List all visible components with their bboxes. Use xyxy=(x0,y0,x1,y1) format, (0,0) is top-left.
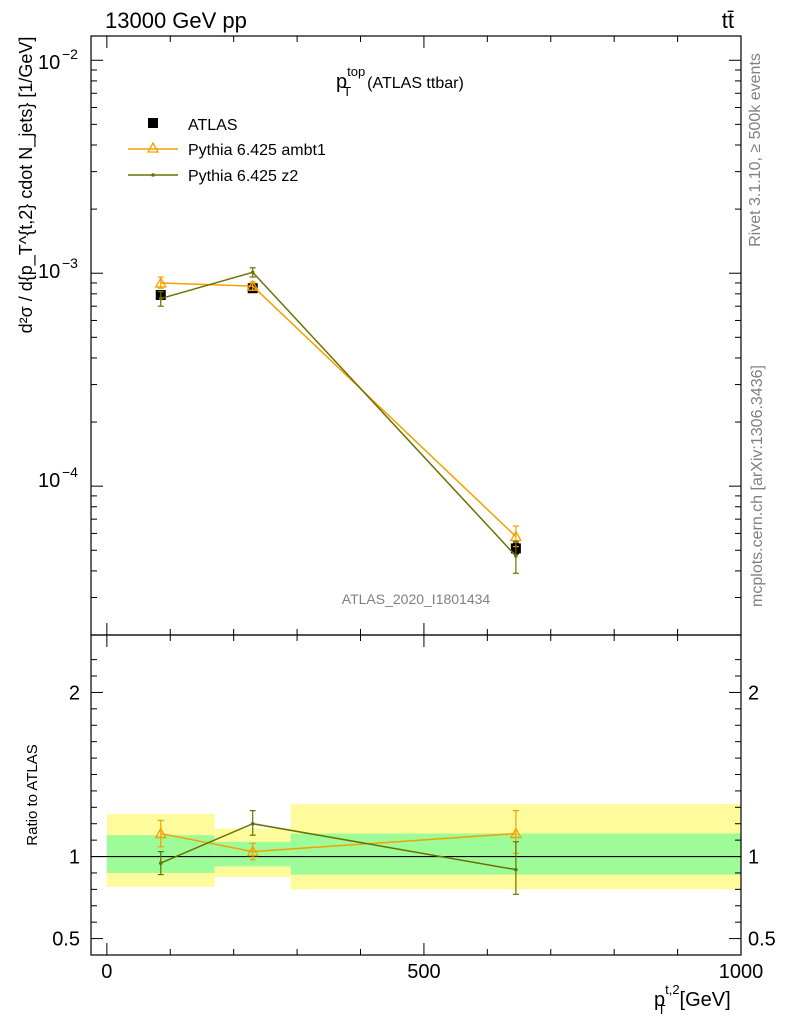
svg-text:10: 10 xyxy=(38,470,60,492)
svg-text:−4: −4 xyxy=(62,464,78,480)
x-axis-label: pt,2 T [GeV] xyxy=(654,982,731,1017)
svg-text:Pythia 6.425 z2: Pythia 6.425 z2 xyxy=(188,168,298,185)
x-tick-label: 0 xyxy=(101,961,112,983)
y-tick-label-right: 1 xyxy=(748,847,759,869)
svg-text:−3: −3 xyxy=(62,255,78,271)
data-point-triangle xyxy=(509,827,522,839)
data-point-triangle xyxy=(509,530,522,542)
ratio-x-ticks: 0 500 1000 xyxy=(101,635,763,983)
legend-item-z2: Pythia 6.425 z2 xyxy=(128,168,298,185)
data-point-triangle xyxy=(246,845,259,857)
x-tick-label: 1000 xyxy=(719,961,764,983)
svg-text:ATLAS: ATLAS xyxy=(188,117,238,134)
data-point-dot xyxy=(514,867,518,872)
ratio-bands xyxy=(91,804,741,890)
data-point-dot xyxy=(250,270,255,275)
ratio-y-ticks: 2 2 1 1 0.5 0.5 xyxy=(52,659,776,951)
data-point-dot xyxy=(158,296,163,301)
y-tick-label: 1 xyxy=(69,847,80,869)
mcplots-label: mcplots.cern.ch [arXiv:1306.3436] xyxy=(749,365,766,607)
main-y-axis-label: d²σ / d{p_T^{t,2} cdot N_jets} [1/GeV] xyxy=(16,37,37,334)
svg-text:10: 10 xyxy=(38,261,60,283)
svg-text:Pythia 6.425 ambt1: Pythia 6.425 ambt1 xyxy=(188,142,326,159)
energy-label: 13000 GeV pp xyxy=(105,8,247,33)
y-tick-label: 2 xyxy=(69,682,80,704)
data-point-dot xyxy=(250,821,255,826)
legend-item-ambt1: Pythia 6.425 ambt1 xyxy=(128,141,326,159)
data-point-triangle xyxy=(154,827,167,839)
ratio-marks xyxy=(154,809,522,895)
data-point-dot xyxy=(158,861,163,865)
x-tick-label: 500 xyxy=(407,961,440,983)
main-panel: 10 −2 10 −3 10 −4 ptop T (ATLAS ttbar) ATL… xyxy=(16,35,742,636)
legend: ATLAS Pythia 6.425 ambt1 Pythia 6.425 z2 xyxy=(128,117,326,185)
data-point-triangle xyxy=(154,276,167,288)
legend-item-atlas: ATLAS xyxy=(148,117,238,134)
data-point-dot xyxy=(514,554,518,558)
y-tick-label-right: 0.5 xyxy=(748,929,776,951)
y-tick-label-1e-2: 10 −2 xyxy=(38,46,78,74)
chart-title: ptop T (ATLAS ttbar) xyxy=(336,64,464,99)
main-y-ticks xyxy=(91,59,741,636)
main-x-ticks xyxy=(106,36,742,635)
analysis-watermark: ATLAS_2020_I1801434 xyxy=(342,591,491,607)
y-tick-label: 0.5 xyxy=(52,929,80,951)
rivet-label: Rivet 3.1.10, ≥ 500k events xyxy=(747,53,764,247)
svg-text:10: 10 xyxy=(38,52,60,74)
ratio-panel: 2 2 1 1 0.5 0.5 0 500 1000 Ratio to ATLAS pt,2 T… xyxy=(24,634,776,1017)
ratio-y-axis-label: Ratio to ATLAS xyxy=(24,744,41,845)
y-tick-label-right: 2 xyxy=(748,682,759,704)
data-point-triangle xyxy=(246,279,259,291)
ratio-frame xyxy=(90,634,742,956)
y-tick-label-1e-3: 10 −3 xyxy=(38,255,78,283)
svg-text:−2: −2 xyxy=(62,46,78,62)
y-tick-label-1e-4: 10 −4 xyxy=(38,464,78,492)
series-line xyxy=(160,271,517,557)
process-label: tt̄ xyxy=(722,8,734,33)
main-marks xyxy=(154,267,522,574)
